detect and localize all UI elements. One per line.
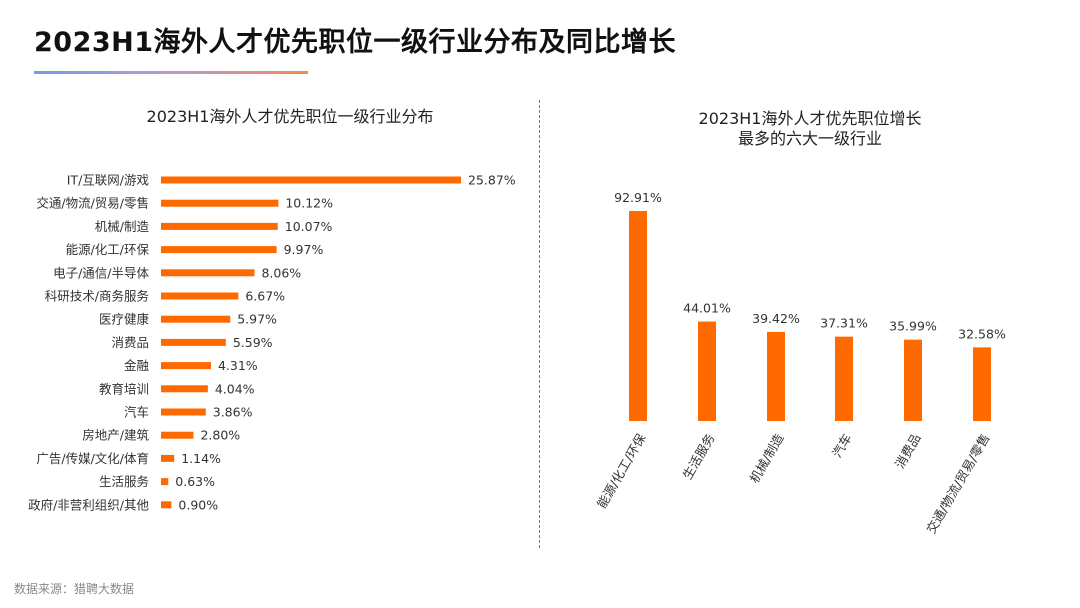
h-bar-category-label: 机械/制造 <box>95 219 150 234</box>
v-bar <box>973 347 991 421</box>
v-bar-value-label: 35.99% <box>889 319 937 334</box>
h-bar-category-label: 政府/非营利组织/其他 <box>28 497 149 512</box>
v-bar-category-label: 能源/化工/环保 <box>594 431 649 511</box>
h-bar-category-label: 交通/物流/贸易/零售 <box>36 196 149 211</box>
h-bar-value-label: 0.63% <box>175 474 215 489</box>
h-bar-value-label: 9.97% <box>284 242 324 257</box>
right-chart-title-line-1: 2023H1海外人才优先职位增长 <box>698 109 922 128</box>
v-bar-category-label: 生活服务 <box>680 431 718 482</box>
h-bar-value-label: 2.80% <box>200 428 240 443</box>
h-bar <box>161 385 208 393</box>
h-bar <box>161 408 206 416</box>
left-chart-title: 2023H1海外人才优先职位一级行业分布 <box>146 107 434 126</box>
right-chart-title-line-2: 最多的六大一级行业 <box>737 129 882 148</box>
h-bar <box>161 501 172 509</box>
v-bar-category-label: 交通/物流/贸易/零售 <box>923 431 992 536</box>
v-bar <box>698 321 716 421</box>
title-underline <box>34 71 308 74</box>
h-bar-value-label: 4.04% <box>215 381 255 396</box>
h-bar-category-label: 消费品 <box>111 335 149 350</box>
h-bar-category-label: 能源/化工/环保 <box>66 242 150 257</box>
h-bar-category-label: 医疗健康 <box>99 312 150 327</box>
v-bar-value-label: 92.91% <box>614 190 662 205</box>
h-bar-category-label: 电子/通信/半导体 <box>53 265 149 280</box>
h-bar-value-label: 4.31% <box>218 358 258 373</box>
h-bar-value-label: 1.14% <box>181 451 221 466</box>
h-bar <box>161 269 255 277</box>
h-bar <box>161 431 194 439</box>
h-bar-value-label: 0.90% <box>178 497 218 512</box>
chart-divider <box>539 100 540 548</box>
h-bar-category-label: 广告/传媒/文化/体育 <box>36 451 149 466</box>
h-bar-value-label: 5.59% <box>233 335 273 350</box>
h-bar <box>161 338 226 346</box>
v-bar <box>904 339 922 421</box>
v-bar <box>767 331 785 421</box>
h-bar <box>161 315 231 323</box>
h-bar <box>161 222 278 230</box>
h-bar <box>161 246 277 254</box>
h-bar-value-label: 10.12% <box>285 196 333 211</box>
h-bar-value-label: 5.97% <box>237 312 277 327</box>
h-bar-category-label: 金融 <box>124 358 150 373</box>
v-bar-value-label: 32.58% <box>958 326 1006 341</box>
h-bar <box>161 454 175 462</box>
data-source-note: 数据来源：猎聘大数据 <box>14 582 135 596</box>
h-bar <box>161 176 461 184</box>
v-bar <box>835 336 853 421</box>
h-bar-category-label: 生活服务 <box>99 474 149 489</box>
h-bar-category-label: 汽车 <box>124 405 149 420</box>
h-bar <box>161 362 211 370</box>
v-bar-category-label: 机械/制造 <box>746 431 786 486</box>
h-bar-category-label: 科研技术/商务服务 <box>45 289 149 304</box>
v-bar-value-label: 39.42% <box>752 311 800 326</box>
h-bar-value-label: 3.86% <box>213 405 253 420</box>
right-chart-title: 2023H1海外人才优先职位增长 最多的六大一级行业 <box>590 109 1030 149</box>
v-bar-category-label: 消费品 <box>892 431 924 471</box>
h-bar-value-label: 6.67% <box>245 289 285 304</box>
h-bar-value-label: 10.07% <box>285 219 333 234</box>
v-bar-category-label: 汽车 <box>829 431 854 460</box>
h-bar-value-label: 8.06% <box>261 265 301 280</box>
v-bar <box>629 211 647 421</box>
h-bar-category-label: 教育培训 <box>99 381 149 396</box>
v-bar-value-label: 37.31% <box>820 316 868 331</box>
h-bar-value-label: 25.87% <box>468 173 516 188</box>
h-bar <box>161 478 169 486</box>
h-bar <box>161 292 239 300</box>
v-bar-value-label: 44.01% <box>683 301 731 316</box>
h-bar-category-label: 房地产/建筑 <box>82 428 149 443</box>
h-bar-category-label: IT/互联网/游戏 <box>67 173 149 188</box>
page-title: 2023H1海外人才优先职位一级行业分布及同比增长 <box>34 27 677 58</box>
h-bar <box>161 199 279 207</box>
